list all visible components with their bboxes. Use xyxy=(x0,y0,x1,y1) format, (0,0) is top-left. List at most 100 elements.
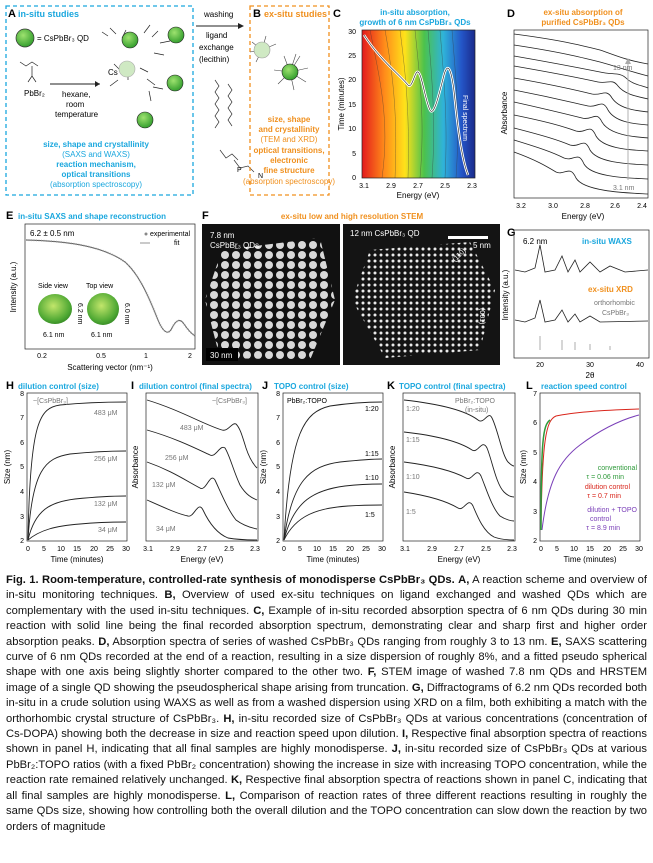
f-scale-left: 30 nm xyxy=(210,351,233,360)
qd-faded xyxy=(118,60,136,78)
d-xtick-4: 2.4 xyxy=(637,203,647,210)
panel-letter-e: E xyxy=(6,210,13,222)
c-ytick-4: 20 xyxy=(348,77,356,84)
d-xlabel: Energy (eV) xyxy=(562,212,605,221)
g-xtick-0: 20 xyxy=(536,362,544,369)
qd-top-right xyxy=(167,26,185,44)
panel-a-info-5: (absorption spectroscopy) xyxy=(50,180,142,189)
panel-b-info-4: optical transitions, xyxy=(253,146,324,155)
c-ytick-1: 5 xyxy=(352,151,356,158)
g-xtick-1: 30 xyxy=(586,362,594,369)
k-xtick-0: 3.1 xyxy=(400,546,410,553)
panel-a-frame xyxy=(5,5,194,196)
j-ytick-4: 6 xyxy=(276,440,280,447)
side-view-shape xyxy=(38,294,72,324)
e-legend-fit: fit xyxy=(174,240,180,247)
panel-a-info-1: size, shape and crystallinity xyxy=(43,140,149,149)
l-legend-3-name2: control xyxy=(590,516,611,523)
qd-main-b xyxy=(281,63,299,81)
l-xtick-6: 30 xyxy=(635,546,643,553)
k-label-1-20: 1:20 xyxy=(406,406,420,413)
panel-k: K TOPO control (final spectra) PbBr₂:TOP… xyxy=(387,380,517,564)
g-xrd: ex-situ XRD xyxy=(588,285,633,294)
h-ylabel: Size (nm) xyxy=(3,450,12,485)
j-xtick-4: 20 xyxy=(346,546,354,553)
panel-letter-a: A xyxy=(8,8,16,20)
caption-title: Fig. 1. Room-temperature, controlled-rat… xyxy=(6,574,455,586)
cs-label: Cs xyxy=(108,68,118,77)
condition-2: room xyxy=(66,100,85,109)
qd-bottom xyxy=(136,111,154,129)
i-label-483: 483 μM xyxy=(180,425,204,432)
c-xtick-3: 2.5 xyxy=(440,183,450,190)
panel-letter-b: B xyxy=(253,8,261,20)
e-xtick-2: 1 xyxy=(144,353,148,360)
panel-b-info-1: size, shape xyxy=(268,115,311,124)
figure-caption: Fig. 1. Room-temperature, controlled-rat… xyxy=(6,574,648,833)
g-xlabel: 2θ xyxy=(586,371,595,380)
h-xtick-6: 30 xyxy=(122,546,130,553)
d-xtick-2: 2.8 xyxy=(580,203,590,210)
panel-letter-f: F xyxy=(202,210,209,222)
l-xtick-5: 25 xyxy=(619,546,627,553)
j-xtick-0: 0 xyxy=(282,546,286,553)
h-label-132: 132 μM xyxy=(94,501,118,508)
c-xtick-0: 3.1 xyxy=(359,183,369,190)
f-left-label-1: 7.8 nm xyxy=(210,231,235,240)
panel-c-title-2: growth of 6 nm CsPbBr₃ QDs xyxy=(359,18,471,27)
j-xlabel: Time (minutes) xyxy=(306,555,359,564)
panel-letter-i: I xyxy=(131,380,134,392)
h-curve-34 xyxy=(27,521,127,541)
j-curve-1-20 xyxy=(283,401,383,541)
i-xtick-0: 3.1 xyxy=(143,546,153,553)
l-ytick-4: 6 xyxy=(533,420,537,427)
panel-a-title: in-situ studies xyxy=(18,9,79,19)
j-xtick-6: 30 xyxy=(378,546,386,553)
c-ytick-0: 0 xyxy=(352,175,356,182)
h-xtick-5: 25 xyxy=(106,546,114,553)
i-xtick-3: 2.5 xyxy=(224,546,234,553)
g-waxs: in-situ WAXS xyxy=(582,237,632,246)
j-xtick-3: 15 xyxy=(329,546,337,553)
j-ytick-6: 8 xyxy=(276,391,280,398)
h-ytick-6: 8 xyxy=(20,391,24,398)
caption-g: Diffractograms of 6.2 nm QDs recorded bo… xyxy=(6,681,648,725)
panel-j-title: TOPO control (size) xyxy=(274,382,349,391)
caption-c: Example of in-situ recorded absorption s… xyxy=(6,604,648,648)
arrow-top-label: washing xyxy=(203,10,233,19)
e-xtick-3: 2 xyxy=(188,353,192,360)
panel-b: B ex-situ studies size, shape and crysta… xyxy=(243,5,335,196)
f-scale-right: 5 nm xyxy=(473,241,491,250)
g-ref-1: orthorhombic xyxy=(594,300,635,307)
panel-j: J TOPO control (size) PbBr₂:TOPO 1:20 1:… xyxy=(259,380,386,564)
d-xtick-3: 2.6 xyxy=(610,203,620,210)
lecithin-p: P xyxy=(237,167,242,174)
d-bottom-label: 3.1 nm xyxy=(613,185,635,192)
panel-f-title: ex-situ low and high resolution STEM xyxy=(281,212,424,221)
h-ytick-4: 6 xyxy=(20,440,24,447)
k-ylabel: Absorbance xyxy=(388,445,397,488)
panel-b-info-6: fine structure xyxy=(263,166,315,175)
panel-k-title: TOPO control (final spectra) xyxy=(399,382,506,391)
e-ylabel: Intensity (a.u.) xyxy=(9,261,18,312)
k-inner-2: (in-situ) xyxy=(465,407,488,414)
k-spectrum-1-5 xyxy=(403,491,515,541)
j-xtick-2: 10 xyxy=(313,546,321,553)
i-spectrum-256 xyxy=(146,429,258,501)
l-legend-3-name: dilution + TOPO xyxy=(587,507,637,514)
i-xtick-4: 2.3 xyxy=(250,546,260,553)
i-xtick-1: 2.9 xyxy=(170,546,180,553)
k-spectrum-1-10 xyxy=(403,461,515,522)
h-curve-132 xyxy=(27,495,127,541)
caption-e: SAXS scattering curve of 6 nm QDs record… xyxy=(6,635,648,679)
i-xtick-2: 2.7 xyxy=(197,546,207,553)
d-xtick-0: 3.2 xyxy=(516,203,526,210)
precursor-molecule xyxy=(19,61,39,83)
qd-top-left xyxy=(121,31,139,49)
c-xtick-4: 2.3 xyxy=(467,183,477,190)
c-xtick-2: 2.7 xyxy=(413,183,423,190)
f-plane-2: (001) xyxy=(478,308,485,324)
panel-b-frame xyxy=(249,5,330,196)
d-ylabel: Absorbance xyxy=(500,91,509,134)
e-top-view: Top view xyxy=(86,283,114,290)
